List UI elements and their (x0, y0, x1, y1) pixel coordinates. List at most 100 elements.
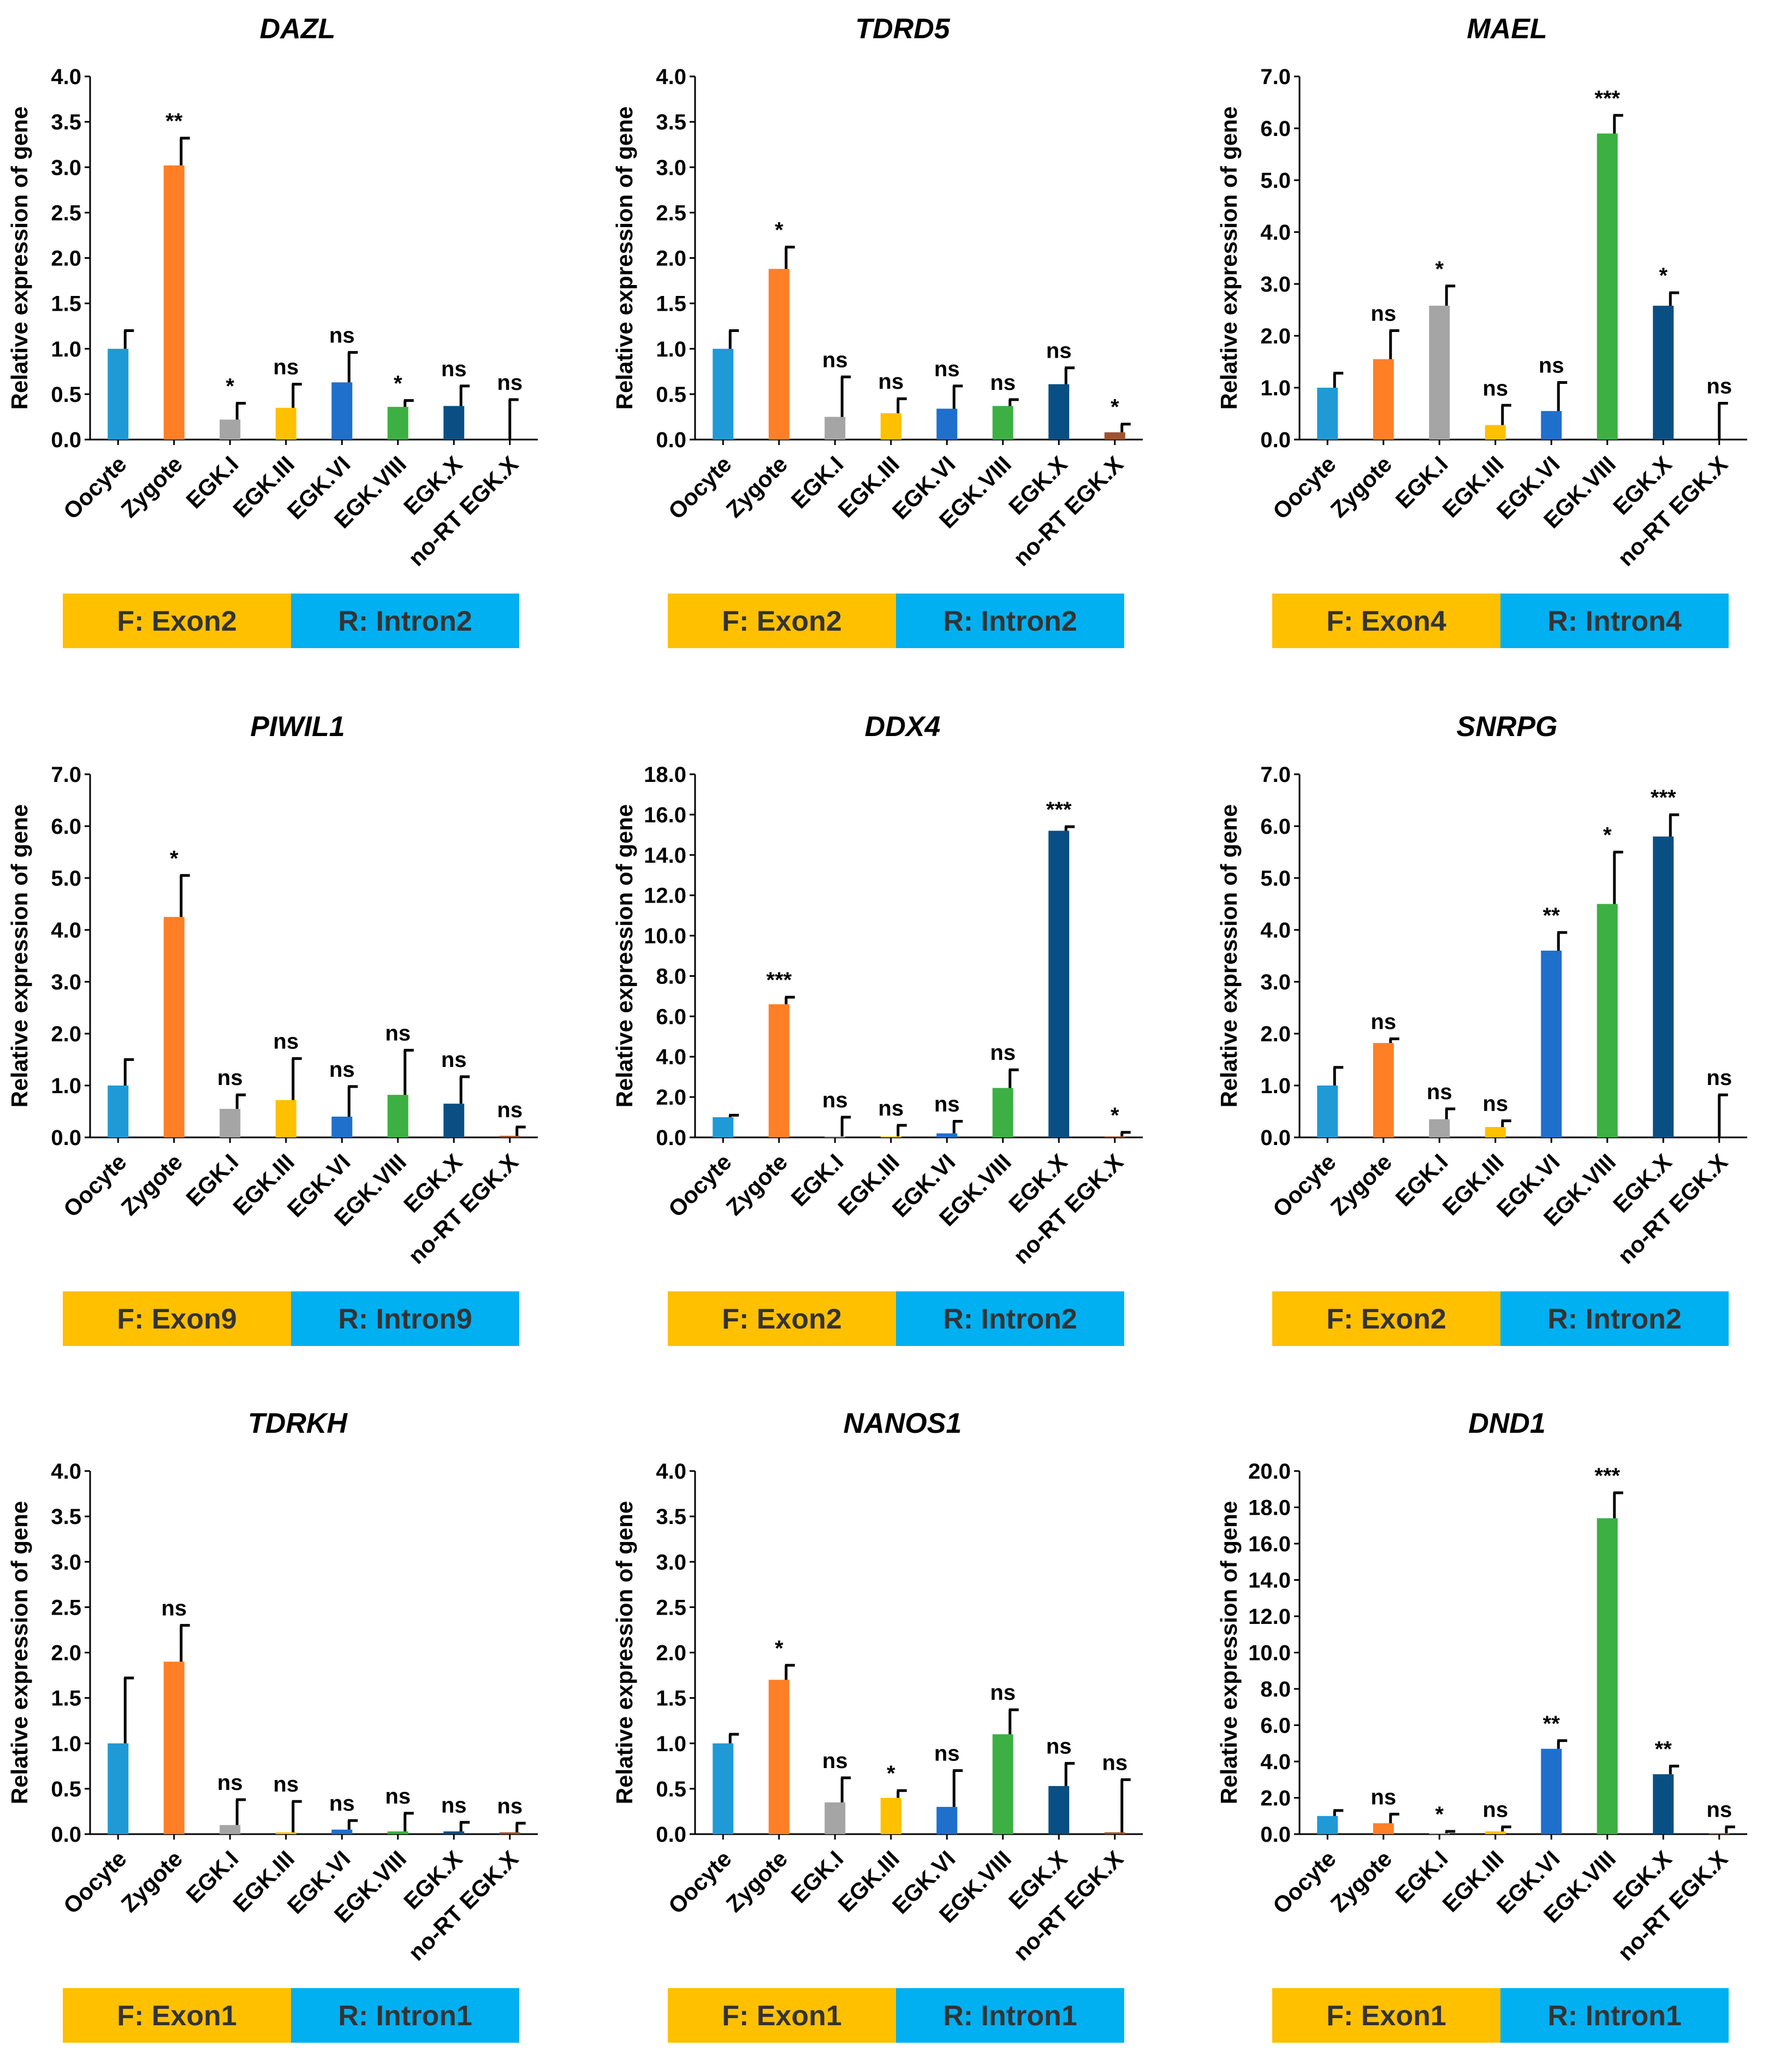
y-tick-label: 4.0 (656, 1045, 686, 1069)
significance-label: * (1435, 1802, 1444, 1826)
bar-egk-i (824, 1802, 846, 1834)
bar-egk-i (1429, 1833, 1450, 1834)
y-tick-label: 10.0 (644, 924, 686, 948)
chart-panel-tdrkh: TDRKH Relative expression of gene 0.0 0.5 1.… (7, 1408, 538, 2043)
significance-label: ns (1102, 1751, 1128, 1775)
y-tick-label: 3.5 (51, 1505, 81, 1529)
significance-label: ns (273, 1772, 299, 1796)
significance-label: ns (1706, 375, 1732, 399)
y-tick-label: 5.0 (1260, 867, 1291, 891)
significance-label: ns (329, 323, 355, 347)
significance-label: * (1111, 1104, 1119, 1128)
bar-egk-x (1048, 831, 1070, 1137)
y-axis-label: Relative expression of gene (1216, 1501, 1242, 1805)
primer-forward-label: F: Exon1 (117, 2000, 237, 2032)
significance-label: ns (441, 1048, 467, 1072)
category-label: Oocyte (58, 1149, 132, 1222)
significance-label: ns (934, 1742, 960, 1766)
y-tick-label: 5.0 (1260, 169, 1291, 193)
category-label: Zygote (721, 1149, 793, 1220)
category-label: Zygote (1326, 451, 1397, 523)
significance-label: * (394, 372, 402, 396)
primer-reverse-box (896, 1291, 1124, 1346)
primer-forward-box (668, 594, 896, 648)
significance-label: ns (1370, 302, 1396, 326)
bar-oocyte (1317, 388, 1338, 440)
primer-reverse-label: R: Intron2 (338, 606, 472, 637)
significance-label: *** (1594, 1464, 1620, 1488)
bar-egk-vi (936, 1133, 958, 1137)
y-tick-label: 3.0 (51, 156, 81, 180)
primer-forward-label: F: Exon1 (1326, 2000, 1446, 2032)
y-tick-label: 0.0 (1260, 1823, 1291, 1847)
y-tick-label: 1.5 (51, 292, 81, 316)
bar-egk-viii (992, 1734, 1013, 1834)
bar-egk-vi (1541, 411, 1562, 440)
chart-title: DND1 (1468, 1408, 1546, 1439)
primer-reverse-box (291, 1291, 519, 1346)
bar-egk-iii (275, 1832, 296, 1834)
significance-label: ns (1482, 1798, 1508, 1822)
significance-label: ns (273, 355, 299, 379)
bar-egk-i (219, 419, 241, 440)
y-tick-label: 0.0 (656, 1126, 686, 1150)
significance-label: ns (990, 1681, 1016, 1705)
y-tick-label: 7.0 (1260, 763, 1291, 787)
significance-label: ns (1482, 1092, 1508, 1116)
y-tick-label: 0.0 (1260, 428, 1291, 452)
y-tick-label: 4.0 (1260, 221, 1291, 245)
bar-egk-i (1429, 1119, 1450, 1137)
bar-oocyte (108, 1743, 129, 1834)
primer-reverse-label: R: Intron1 (1547, 2000, 1682, 2032)
bar-no-rt-egk-x (1104, 1832, 1125, 1834)
primer-forward-label: F: Exon9 (117, 1303, 237, 1335)
bar-egk-vi (936, 408, 958, 440)
bar-zygote (768, 1680, 790, 1834)
y-tick-label: 5.0 (51, 867, 81, 891)
significance-label: ns (497, 1794, 523, 1818)
y-tick-label: 6.0 (1260, 117, 1291, 141)
y-tick-label: 4.0 (1260, 1750, 1291, 1774)
significance-label: ns (385, 1021, 411, 1045)
primer-reverse-label: R: Intron4 (1547, 606, 1682, 637)
chart-title: TDRD5 (855, 13, 950, 45)
significance-label: ** (1543, 904, 1560, 928)
y-tick-label: 2.5 (656, 201, 686, 225)
bar-egk-viii (387, 1831, 408, 1834)
y-tick-label: 8.0 (656, 964, 686, 988)
category-label: Oocyte (58, 1846, 132, 1919)
bar-oocyte (108, 1086, 129, 1137)
y-tick-label: 0.0 (51, 428, 81, 452)
bar-oocyte (1317, 1816, 1338, 1834)
y-tick-label: 0.0 (1260, 1126, 1291, 1150)
y-tick-label: 1.0 (1260, 1074, 1291, 1098)
primer-forward-box (1272, 1291, 1500, 1346)
primer-forward-box (1272, 594, 1500, 648)
primer-reverse-box (896, 1988, 1124, 2043)
y-tick-label: 2.0 (656, 1086, 686, 1110)
y-axis-label: Relative expression of gene (612, 804, 637, 1108)
significance-label: ns (822, 348, 848, 372)
significance-label: * (226, 375, 234, 399)
bar-no-rt-egk-x (1104, 432, 1125, 440)
y-tick-label: 7.0 (51, 763, 81, 787)
y-tick-label: 2.0 (1260, 1022, 1291, 1046)
significance-label: ns (1706, 1066, 1732, 1090)
y-tick-label: 3.0 (1260, 970, 1291, 994)
bar-egk-iii (275, 1100, 296, 1137)
significance-label: * (775, 218, 784, 242)
significance-label: ns (1046, 339, 1072, 363)
bar-egk-x (1653, 305, 1674, 440)
y-tick-label: 3.0 (51, 1550, 81, 1574)
y-tick-label: 0.0 (656, 1823, 686, 1847)
bar-egk-viii (992, 1088, 1013, 1137)
significance-label: ns (1706, 1798, 1732, 1822)
bar-zygote (1373, 1043, 1394, 1137)
primer-forward-label: F: Exon2 (722, 1303, 842, 1335)
y-tick-label: 14.0 (644, 844, 686, 868)
y-tick-label: 3.5 (656, 110, 686, 134)
significance-label: ns (1370, 1010, 1396, 1034)
category-label: Oocyte (663, 451, 737, 524)
y-tick-label: 1.0 (1260, 376, 1291, 400)
y-axis-label: Relative expression of gene (1216, 106, 1242, 410)
